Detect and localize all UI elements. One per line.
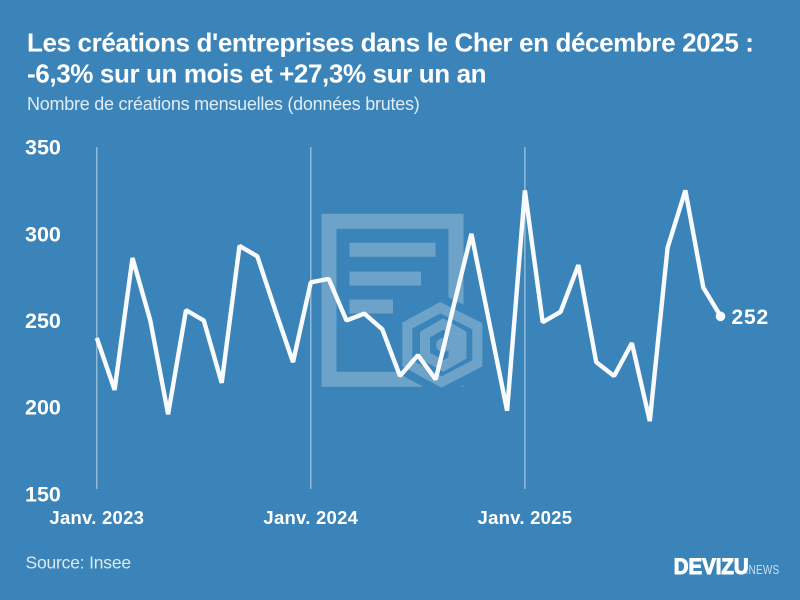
svg-text:-6,3% sur un mois et +27,3% su: -6,3% sur un mois et +27,3% sur un an	[27, 59, 486, 89]
svg-text:252: 252	[732, 306, 769, 329]
svg-text:Les créations d'entreprises da: Les créations d'entreprises dans le Cher…	[27, 28, 754, 58]
svg-text:Janv. 2023: Janv. 2023	[49, 507, 144, 528]
svg-text:200: 200	[25, 396, 61, 420]
svg-text:.NEWS: .NEWS	[746, 564, 780, 577]
svg-text:DEVIZU: DEVIZU	[674, 554, 749, 579]
svg-text:Source: Insee: Source: Insee	[26, 553, 131, 573]
svg-text:300: 300	[25, 222, 61, 246]
svg-text:Janv. 2025: Janv. 2025	[478, 507, 573, 528]
svg-text:250: 250	[25, 309, 61, 333]
svg-text:Nombre de créations mensuelles: Nombre de créations mensuelles (données …	[27, 94, 419, 114]
svg-text:350: 350	[25, 136, 61, 160]
svg-text:150: 150	[25, 483, 61, 507]
svg-text:Janv. 2024: Janv. 2024	[263, 507, 358, 528]
